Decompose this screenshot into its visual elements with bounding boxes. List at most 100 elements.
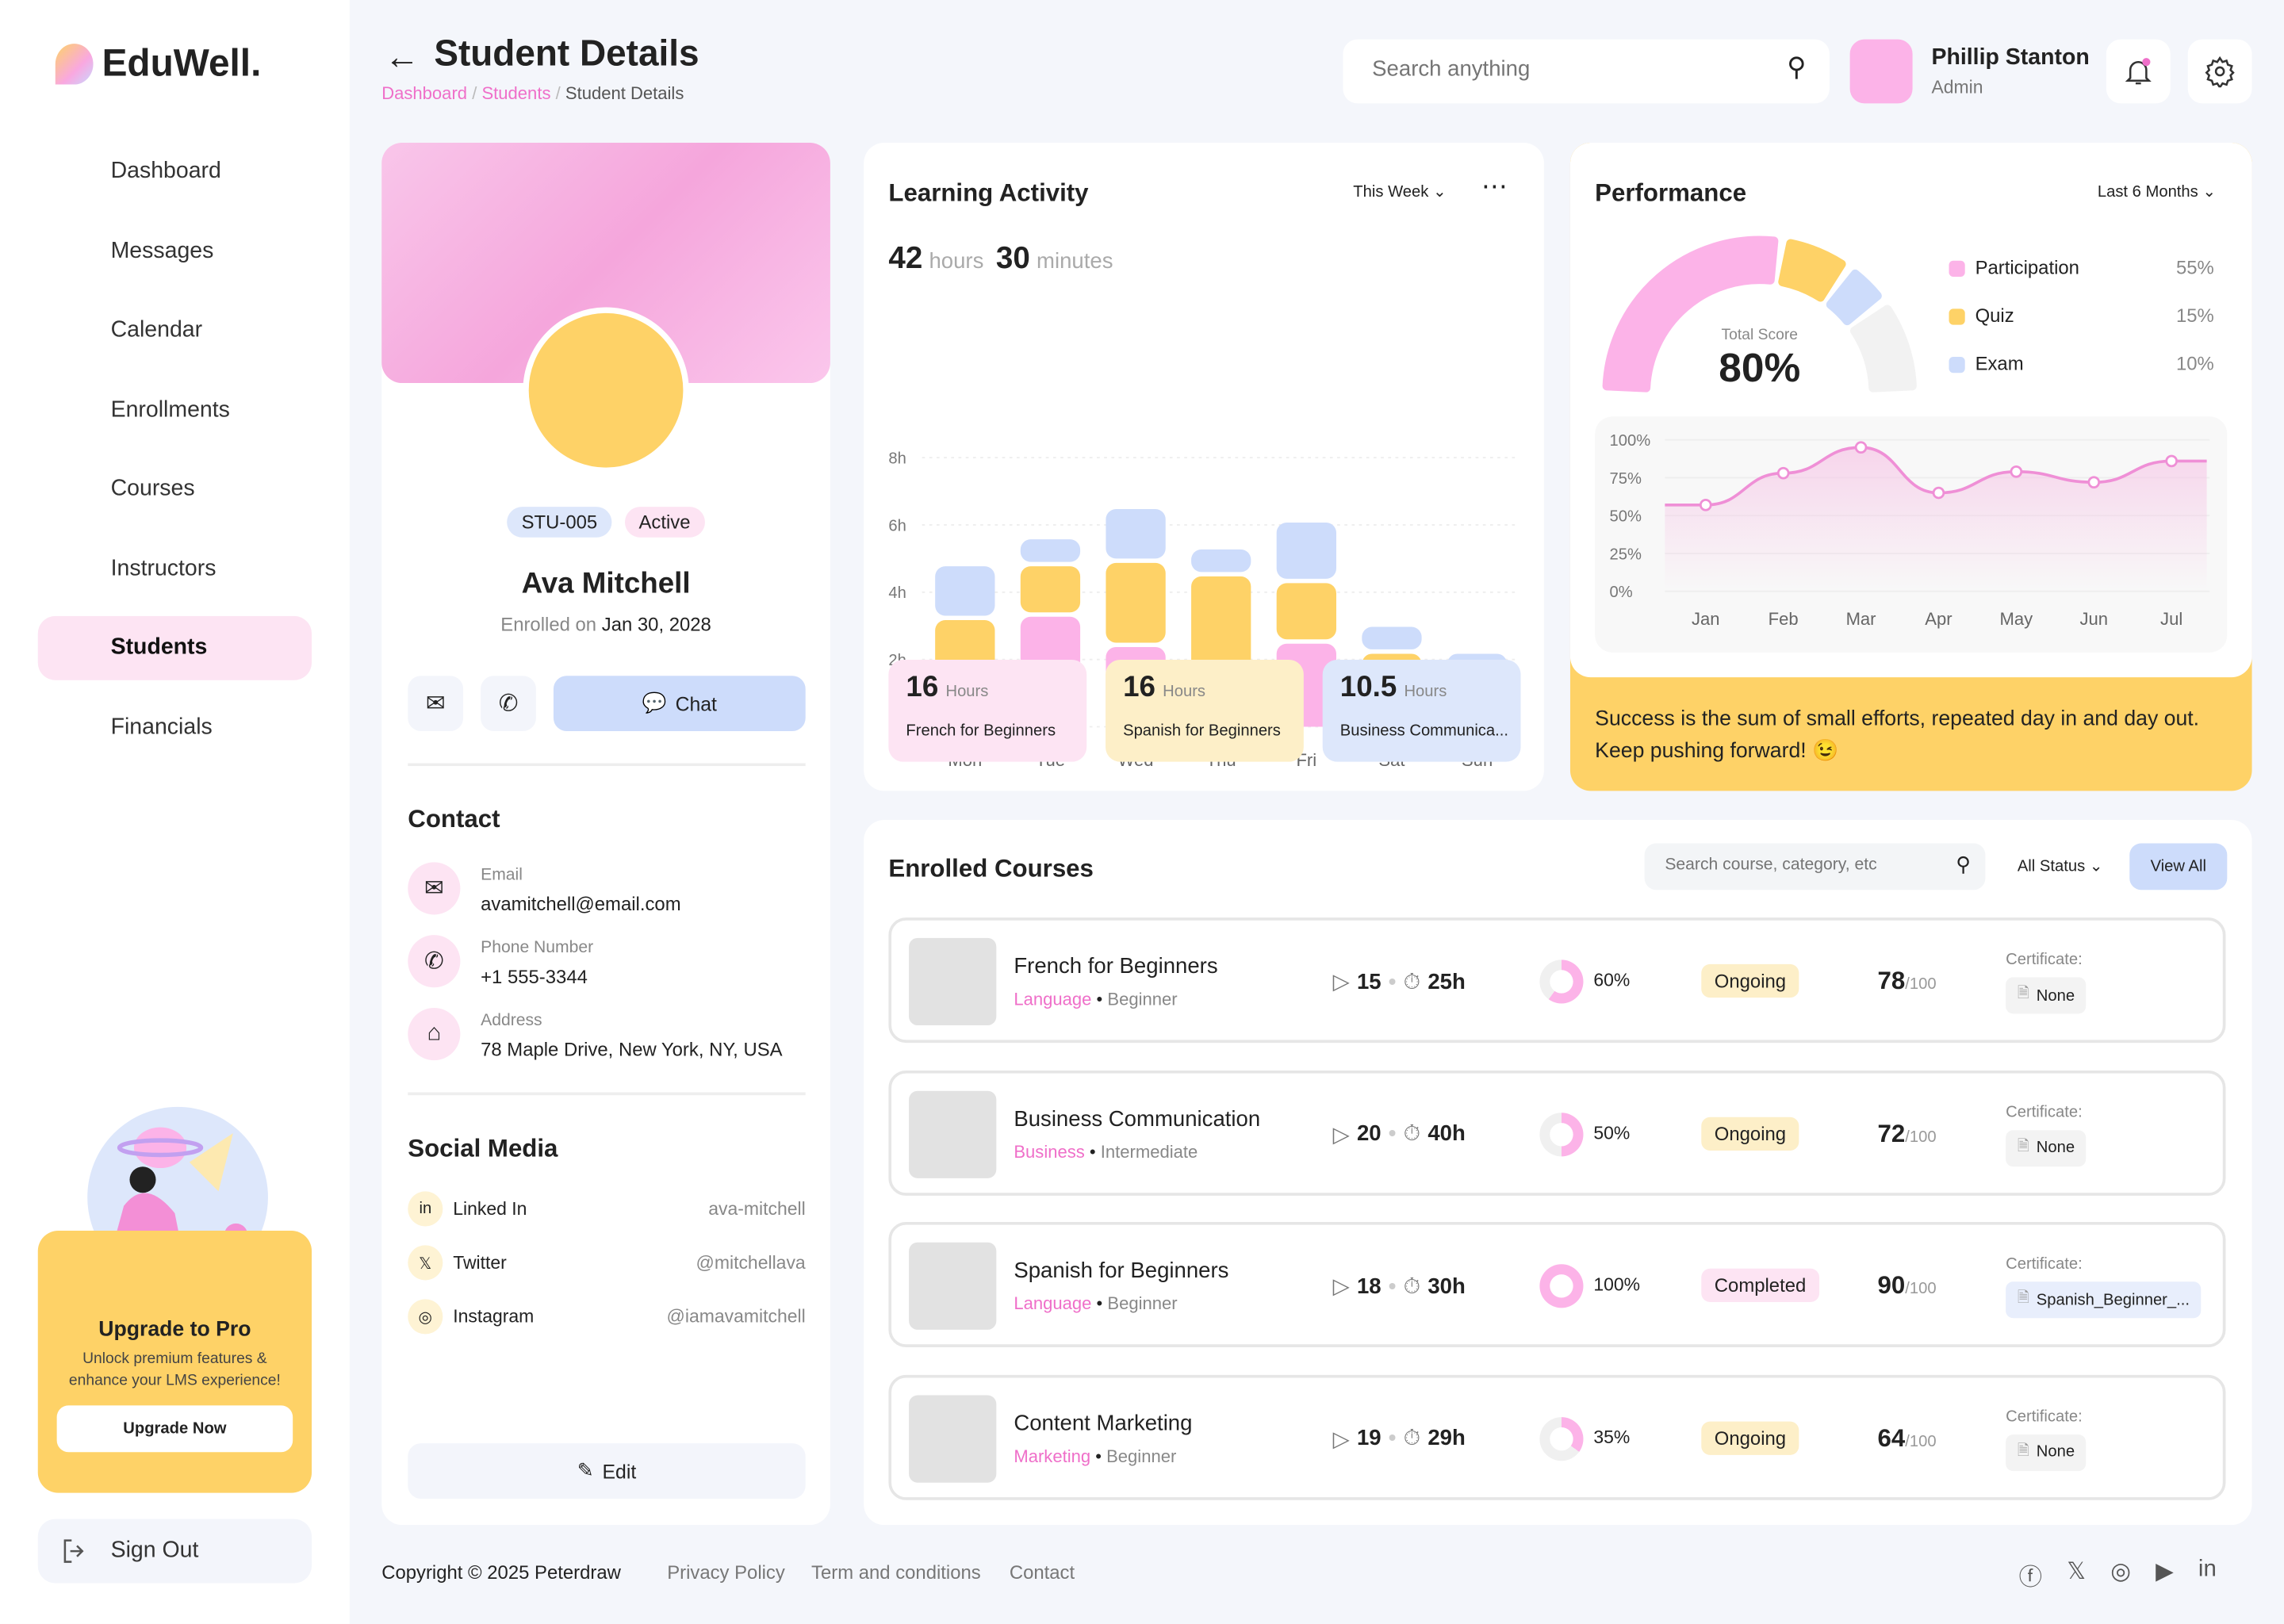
separator-dot: •: [1388, 969, 1397, 994]
sidebar: EduWell. Upgrade to Pro Unlock premium f…: [0, 0, 350, 1624]
social-twitter[interactable]: 𝕏 Twitter @mitchellava: [408, 1244, 806, 1282]
sidebar-item-label: Instructors: [110, 555, 217, 580]
course-category: Language: [1014, 1293, 1092, 1314]
upgrade-now-button[interactable]: Upgrade Now: [56, 1406, 293, 1453]
sidebar-item-dashboard[interactable]: Dashboard: [38, 140, 312, 204]
data-point-apr[interactable]: [1932, 486, 1945, 500]
course-thumbnail: [909, 937, 997, 1026]
data-point-feb[interactable]: [1776, 466, 1790, 480]
y-tick-label: 0%: [1610, 584, 1633, 601]
contact-label: Phone Number: [481, 939, 594, 957]
sidebar-item-instructors[interactable]: Instructors: [38, 537, 312, 601]
graduation-cap-icon: [58, 632, 90, 664]
email-button[interactable]: ✉: [408, 676, 464, 732]
mail-icon: ✉: [408, 862, 461, 915]
more-options-icon[interactable]: ⋯: [1481, 171, 1508, 201]
progress-ring: [1539, 1416, 1584, 1461]
edit-button[interactable]: ✎ Edit: [408, 1443, 806, 1499]
divider: [408, 763, 806, 767]
social-name: Linked In: [453, 1198, 527, 1220]
course-hours-card: 16 Hours Spanish for Beginners: [1106, 660, 1304, 762]
sign-out-button[interactable]: Sign Out: [37, 1519, 312, 1584]
course-search[interactable]: ⚲: [1644, 843, 1986, 891]
certificate-file[interactable]: 🗎 Spanish_Beginner_...: [2006, 1281, 2202, 1319]
course-row[interactable]: Content Marketing Marketing • Beginner ▷ 19…: [888, 1373, 2226, 1500]
progress-ring: [1539, 1112, 1584, 1156]
course-search-input[interactable]: [1665, 856, 1942, 875]
data-point-may[interactable]: [2010, 465, 2023, 478]
search-bar[interactable]: ⚲: [1343, 39, 1830, 104]
x-icon[interactable]: 𝕏: [2067, 1560, 2086, 1585]
contact-label: Address: [481, 1012, 542, 1030]
sidebar-item-messages[interactable]: Messages: [38, 219, 312, 283]
status-filter-label: All Status: [2017, 857, 2086, 875]
course-row[interactable]: French for Beginners Language • Beginner ▷…: [888, 917, 2226, 1044]
search-icon[interactable]: ⚲: [1787, 52, 1807, 82]
breadcrumb: Dashboard / Students / Student Details: [381, 82, 684, 104]
breadcrumb-dashboard[interactable]: Dashboard: [381, 82, 468, 104]
sidebar-item-label: Calendar: [110, 317, 203, 343]
notification-button[interactable]: [2106, 39, 2171, 104]
course-name[interactable]: Spanish for Beginners: [1014, 1258, 1229, 1284]
back-arrow-icon[interactable]: ←: [384, 37, 420, 78]
user-avatar[interactable]: [1849, 39, 1913, 104]
chat-button[interactable]: 💬 Chat: [553, 676, 806, 732]
sidebar-item-courses[interactable]: Courses: [38, 458, 312, 522]
data-point-jun[interactable]: [2087, 476, 2101, 488]
contact-title: Contact: [408, 805, 500, 833]
settings-button[interactable]: [2187, 39, 2252, 104]
x-tick-label: Feb: [1769, 609, 1799, 629]
lesson-count: 15: [1356, 969, 1382, 994]
linkedin-icon[interactable]: in: [2198, 1557, 2217, 1582]
social-instagram[interactable]: ◎ Instagram @iamavamitchell: [408, 1297, 806, 1335]
certificate-file: 🗎 None: [2006, 1129, 2087, 1166]
course-name[interactable]: French for Beginners: [1014, 954, 1218, 979]
search-icon[interactable]: ⚲: [1956, 852, 1972, 875]
sidebar-item-calendar[interactable]: Calendar: [38, 299, 312, 363]
course-category: Marketing: [1014, 1445, 1091, 1466]
sidebar-item-students[interactable]: Students: [37, 615, 312, 680]
motivational-quote: Success is the sum of small efforts, rep…: [1595, 707, 2200, 764]
social-handle: @mitchellava: [696, 1252, 806, 1274]
play-icon: [58, 473, 90, 505]
linkedin-icon: in: [408, 1191, 443, 1227]
view-all-button[interactable]: View All: [2129, 843, 2228, 891]
bar-quiz-wed: [1106, 562, 1166, 643]
enrolled-date: Jan 30, 2028: [601, 613, 711, 635]
course-category: Business: [1014, 1141, 1085, 1162]
breadcrumb-students[interactable]: Students: [481, 82, 551, 104]
course-name[interactable]: Content Marketing: [1014, 1410, 1193, 1436]
bar-exam-tue: [1020, 539, 1081, 562]
certificate-label: Certificate:: [2006, 1408, 2083, 1426]
course-thumbnail: [909, 1394, 997, 1482]
facebook-icon[interactable]: ⓕ: [2018, 1565, 2043, 1591]
week-dropdown[interactable]: This Week ⌄: [1353, 182, 1447, 201]
social-linkedin[interactable]: in Linked In ava-mitchell: [408, 1190, 806, 1228]
data-point-jul[interactable]: [2165, 454, 2178, 468]
instagram-icon[interactable]: ◎: [2110, 1560, 2131, 1585]
call-button[interactable]: ✆: [481, 676, 536, 732]
status-badge: Active: [624, 507, 705, 538]
period-dropdown[interactable]: Last 6 Months ⌄: [2098, 182, 2216, 201]
certificate-name: None: [2036, 1139, 2075, 1157]
terms-link[interactable]: Term and conditions: [811, 1561, 981, 1584]
search-input[interactable]: [1372, 56, 1751, 82]
status-filter[interactable]: All Status ⌄: [2018, 856, 2103, 875]
data-point-jan[interactable]: [1699, 499, 1712, 511]
sidebar-item-label: Students: [110, 634, 208, 661]
contact-link[interactable]: Contact: [1009, 1561, 1075, 1584]
sidebar-item-financials[interactable]: Financials: [38, 695, 312, 760]
logo[interactable]: EduWell.: [55, 40, 261, 86]
score-max: /100: [1905, 975, 1937, 994]
logout-icon: [63, 1539, 84, 1563]
course-name[interactable]: Business Communication: [1014, 1105, 1261, 1132]
course-row[interactable]: Spanish for Beginners Language • Beginner…: [888, 1221, 2226, 1347]
sidebar-item-enrollments[interactable]: Enrollments: [38, 378, 312, 442]
data-point-mar[interactable]: [1854, 441, 1868, 454]
privacy-policy-link[interactable]: Privacy Policy: [667, 1561, 785, 1584]
course-row[interactable]: Business Communication Business • Interme…: [888, 1070, 2226, 1196]
total-score-value: 80%: [1719, 345, 1801, 391]
course-score: 64: [1877, 1423, 1906, 1452]
y-tick-label: 100%: [1610, 432, 1651, 450]
youtube-icon[interactable]: ▶: [2156, 1560, 2174, 1585]
